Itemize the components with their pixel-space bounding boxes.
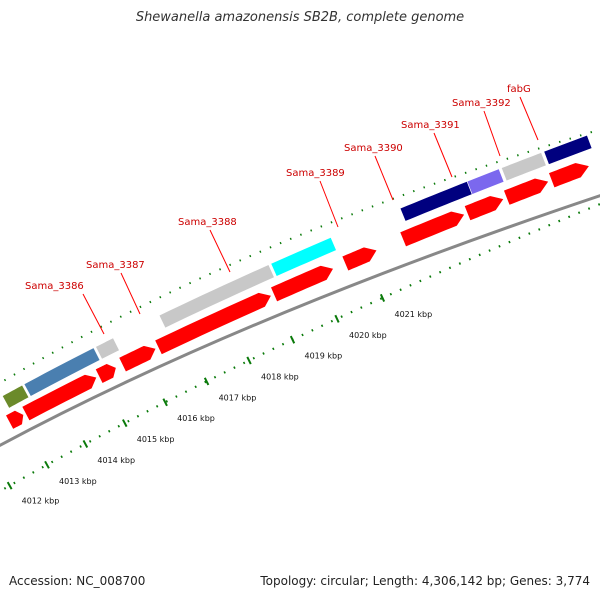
feature-gray-3 bbox=[500, 152, 547, 182]
scale-label: 4013 kbp bbox=[59, 477, 97, 486]
gene-label-line bbox=[319, 180, 339, 228]
cds-2 bbox=[21, 373, 98, 422]
scale-label: 4017 kbp bbox=[219, 393, 257, 402]
cds-5 bbox=[154, 292, 273, 356]
cds-8 bbox=[399, 210, 466, 248]
genome-summary-text: Topology: circular; Length: 4,306,142 bp… bbox=[260, 574, 590, 588]
scale-label: 4018 kbp bbox=[261, 373, 299, 382]
gene-label-line bbox=[433, 132, 453, 178]
feature-steelblue bbox=[23, 347, 101, 397]
cds-4 bbox=[118, 345, 157, 373]
gene-label-line bbox=[483, 110, 501, 157]
scale-label: 4012 kbp bbox=[22, 497, 60, 506]
scale-tick bbox=[122, 419, 128, 428]
gene-label-line bbox=[120, 272, 141, 315]
scale-tick bbox=[289, 335, 296, 344]
scale-tick bbox=[6, 481, 13, 490]
scale-label: 4016 kbp bbox=[177, 414, 215, 423]
scale-label: 4020 kbp bbox=[349, 331, 387, 340]
feature-navy-2 bbox=[543, 134, 593, 165]
gene-label: Sama_3387 bbox=[86, 260, 145, 271]
gene-label: Sama_3386 bbox=[25, 281, 84, 292]
gene-label: Sama_3388 bbox=[178, 217, 237, 228]
scale-tick bbox=[246, 356, 252, 365]
feature-slateblue bbox=[466, 168, 505, 195]
gene-label: Sama_3391 bbox=[401, 120, 460, 131]
cds-11 bbox=[547, 162, 591, 189]
gene-label: Sama_3392 bbox=[452, 98, 511, 109]
feature-track bbox=[1, 134, 593, 409]
scale-label: 4019 kbp bbox=[305, 352, 343, 361]
gene-label: fabG bbox=[507, 84, 531, 95]
gene-label-line bbox=[82, 293, 105, 335]
feature-gray-1 bbox=[95, 337, 120, 360]
scale-tick bbox=[379, 293, 386, 302]
scale-tick bbox=[203, 377, 210, 386]
feature-cyan bbox=[270, 237, 337, 277]
gene-label-line bbox=[209, 229, 231, 273]
gene-label: Sama_3390 bbox=[344, 143, 403, 154]
scale-label: 4015 kbp bbox=[137, 435, 175, 444]
cds-7 bbox=[341, 246, 378, 272]
cds-1 bbox=[4, 409, 25, 430]
scale-dotted-arc bbox=[0, 202, 600, 493]
gene-label: Sama_3389 bbox=[286, 168, 345, 179]
scale-label: 4014 kbp bbox=[97, 456, 135, 465]
scale-tick bbox=[44, 460, 50, 469]
gene-label-line bbox=[374, 155, 394, 201]
cds-track bbox=[4, 162, 591, 430]
accession-text: Accession: NC_008700 bbox=[9, 574, 146, 588]
map-title: Shewanella amazonensis SB2B, complete ge… bbox=[135, 10, 465, 25]
scale-tick bbox=[334, 314, 340, 323]
cds-3 bbox=[94, 363, 117, 385]
scale-labels: 4012 kbp 4013 kbp 4014 kbp 4015 kbp 4016 kbp… bbox=[6, 293, 433, 506]
cds-9 bbox=[463, 195, 505, 222]
scale-tick bbox=[162, 398, 168, 407]
feature-gray-2 bbox=[158, 264, 275, 329]
feature-olive bbox=[1, 384, 30, 409]
scale-label: 4021 kbp bbox=[395, 310, 433, 319]
gene-label-line bbox=[519, 96, 539, 141]
scale-tick bbox=[82, 439, 89, 448]
cds-6 bbox=[269, 264, 335, 303]
cds-10 bbox=[502, 177, 550, 206]
backbone-arc bbox=[0, 194, 600, 448]
